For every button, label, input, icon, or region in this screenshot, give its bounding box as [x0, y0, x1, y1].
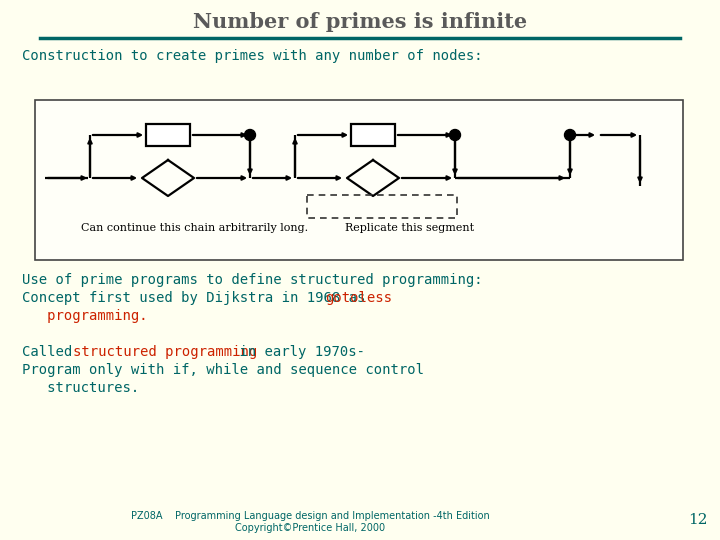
Text: Construction to create primes with any number of nodes:: Construction to create primes with any n… — [22, 49, 482, 63]
Circle shape — [564, 130, 575, 140]
Text: PZ08A    Programming Language design and Implementation -4th Edition
Copyright©P: PZ08A Programming Language design and Im… — [130, 511, 490, 533]
Text: Program only with if, while and sequence control: Program only with if, while and sequence… — [22, 363, 424, 377]
Text: Called: Called — [22, 345, 81, 359]
Bar — [35, 100, 683, 260]
Text: structured programming: structured programming — [73, 345, 257, 359]
Circle shape — [449, 130, 461, 140]
Text: Concept first used by Dijkstra in 1968 as: Concept first used by Dijkstra in 1968 a… — [22, 291, 374, 305]
Text: programming.: programming. — [22, 309, 148, 323]
Text: gotoless: gotoless — [325, 291, 392, 305]
Bar — [351, 124, 395, 146]
Text: Replicate this segment: Replicate this segment — [346, 223, 474, 233]
Text: Number of primes is infinite: Number of primes is infinite — [193, 12, 527, 32]
Text: 12: 12 — [688, 513, 708, 527]
Text: in early 1970s-: in early 1970s- — [231, 345, 365, 359]
Circle shape — [245, 130, 256, 140]
Text: structures.: structures. — [22, 381, 139, 395]
Text: Use of prime programs to define structured programming:: Use of prime programs to define structur… — [22, 273, 482, 287]
Text: Can continue this chain arbitrarily long.: Can continue this chain arbitrarily long… — [81, 223, 309, 233]
Bar — [146, 124, 190, 146]
